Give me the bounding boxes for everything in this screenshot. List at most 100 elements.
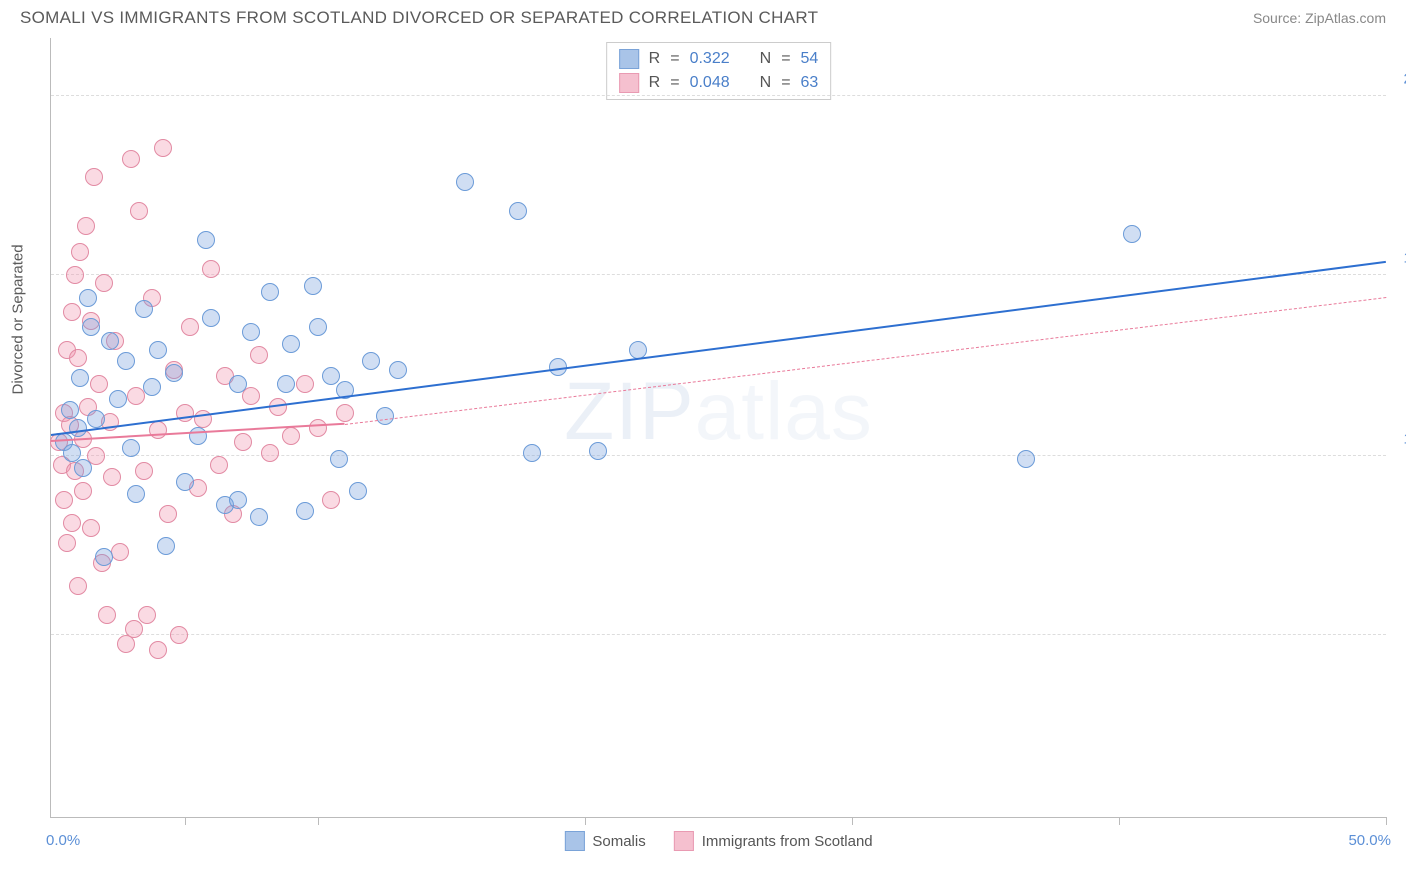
scatter-point bbox=[242, 323, 260, 341]
scatter-point bbox=[55, 491, 73, 509]
scatter-point bbox=[229, 375, 247, 393]
n-value: 63 bbox=[801, 74, 819, 92]
scatter-point bbox=[322, 491, 340, 509]
legend-item: Immigrants from Scotland bbox=[674, 831, 873, 851]
gridline bbox=[51, 634, 1386, 635]
r-value: 0.048 bbox=[690, 74, 730, 92]
swatch-icon bbox=[619, 73, 639, 93]
scatter-point bbox=[69, 419, 87, 437]
eq-label: = bbox=[670, 74, 679, 92]
scatter-point bbox=[130, 202, 148, 220]
scatter-point bbox=[79, 289, 97, 307]
trend-line bbox=[51, 261, 1386, 436]
x-tick bbox=[318, 817, 319, 825]
scatter-point bbox=[101, 332, 119, 350]
scatter-point bbox=[176, 473, 194, 491]
gridline bbox=[51, 274, 1386, 275]
scatter-point bbox=[122, 150, 140, 168]
scatter-point bbox=[135, 300, 153, 318]
gridline bbox=[51, 455, 1386, 456]
scatter-point bbox=[109, 390, 127, 408]
scatter-point bbox=[98, 606, 116, 624]
scatter-point bbox=[149, 341, 167, 359]
scatter-point bbox=[170, 626, 188, 644]
scatter-point bbox=[95, 548, 113, 566]
scatter-point bbox=[74, 459, 92, 477]
scatter-point bbox=[296, 502, 314, 520]
n-value: 54 bbox=[801, 50, 819, 68]
scatter-point bbox=[389, 361, 407, 379]
x-max-label: 50.0% bbox=[1348, 832, 1391, 849]
scatter-point bbox=[90, 375, 108, 393]
legend-label: Immigrants from Scotland bbox=[702, 833, 873, 850]
eq-label: = bbox=[781, 74, 790, 92]
scatter-point bbox=[103, 468, 121, 486]
stat-label: R bbox=[649, 50, 661, 68]
chart-title: SOMALI VS IMMIGRANTS FROM SCOTLAND DIVOR… bbox=[20, 8, 818, 28]
scatter-point bbox=[63, 514, 81, 532]
scatter-point bbox=[127, 485, 145, 503]
scatter-point bbox=[349, 482, 367, 500]
scatter-point bbox=[229, 491, 247, 509]
x-tick bbox=[1119, 817, 1120, 825]
scatter-point bbox=[85, 168, 103, 186]
scatter-point bbox=[58, 534, 76, 552]
scatter-point bbox=[1123, 225, 1141, 243]
scatter-point bbox=[250, 508, 268, 526]
legend-stats: R = 0.322 N = 54 R = 0.048 N = 63 bbox=[606, 42, 832, 100]
stat-label: N bbox=[760, 50, 772, 68]
scatter-point bbox=[61, 401, 79, 419]
scatter-point bbox=[589, 442, 607, 460]
scatter-point bbox=[261, 444, 279, 462]
scatter-point bbox=[82, 519, 100, 537]
scatter-chart: ZIPatlas R = 0.322 N = 54 R = 0.048 N = … bbox=[50, 38, 1386, 818]
y-axis-title: Divorced or Separated bbox=[10, 244, 27, 394]
scatter-point bbox=[125, 620, 143, 638]
x-tick bbox=[185, 817, 186, 825]
trend-line bbox=[345, 297, 1386, 425]
scatter-point bbox=[277, 375, 295, 393]
scatter-point bbox=[154, 139, 172, 157]
x-tick bbox=[1386, 817, 1387, 825]
scatter-point bbox=[322, 367, 340, 385]
scatter-point bbox=[149, 641, 167, 659]
scatter-point bbox=[71, 243, 89, 261]
x-tick bbox=[852, 817, 853, 825]
scatter-point bbox=[159, 505, 177, 523]
scatter-point bbox=[282, 427, 300, 445]
scatter-point bbox=[261, 283, 279, 301]
scatter-point bbox=[250, 346, 268, 364]
scatter-point bbox=[111, 543, 129, 561]
scatter-point bbox=[82, 318, 100, 336]
eq-label: = bbox=[781, 50, 790, 68]
scatter-point bbox=[165, 364, 183, 382]
scatter-point bbox=[1017, 450, 1035, 468]
legend-series: Somalis Immigrants from Scotland bbox=[564, 831, 872, 851]
scatter-point bbox=[135, 462, 153, 480]
scatter-point bbox=[71, 369, 89, 387]
scatter-point bbox=[234, 433, 252, 451]
chart-header: SOMALI VS IMMIGRANTS FROM SCOTLAND DIVOR… bbox=[0, 0, 1406, 32]
scatter-point bbox=[202, 260, 220, 278]
legend-label: Somalis bbox=[592, 833, 645, 850]
scatter-point bbox=[77, 217, 95, 235]
scatter-point bbox=[309, 318, 327, 336]
scatter-point bbox=[296, 375, 314, 393]
scatter-point bbox=[210, 456, 228, 474]
scatter-point bbox=[117, 352, 135, 370]
scatter-point bbox=[69, 349, 87, 367]
scatter-point bbox=[95, 274, 113, 292]
scatter-point bbox=[66, 266, 84, 284]
scatter-point bbox=[127, 387, 145, 405]
gridline bbox=[51, 95, 1386, 96]
x-tick bbox=[585, 817, 586, 825]
x-min-label: 0.0% bbox=[46, 832, 80, 849]
stat-label: R bbox=[649, 74, 661, 92]
scatter-point bbox=[362, 352, 380, 370]
stat-label: N bbox=[760, 74, 772, 92]
scatter-point bbox=[69, 577, 87, 595]
scatter-point bbox=[138, 606, 156, 624]
scatter-point bbox=[63, 303, 81, 321]
scatter-point bbox=[304, 277, 322, 295]
scatter-point bbox=[149, 421, 167, 439]
